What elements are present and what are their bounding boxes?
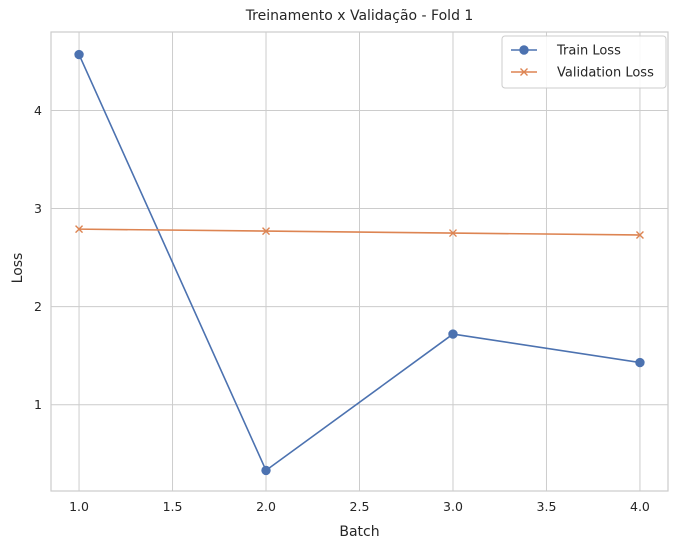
y-tick-label: 1 <box>34 397 42 412</box>
legend: Train Loss Validation Loss <box>501 35 667 89</box>
legend-box <box>501 35 667 89</box>
validation-loss-line <box>79 228 640 236</box>
train-loss-point <box>448 329 458 339</box>
legend-validation-loss-marker <box>520 68 528 76</box>
legend-validation-loss-label: Validation Loss <box>557 66 654 81</box>
axes-frame <box>50 31 669 492</box>
x-tick-label: 3.5 <box>537 499 557 514</box>
y-tick-label: 3 <box>34 201 42 216</box>
plot-area-border <box>50 31 669 492</box>
validation-loss-point <box>448 229 457 238</box>
tick-labels: 1.0 1.5 2.0 2.5 3.0 3.5 4.0 1 2 3 4 <box>34 103 650 514</box>
train-loss-line <box>78 54 641 472</box>
y-tick-label: 2 <box>34 299 42 314</box>
train-loss-point <box>261 465 271 476</box>
x-tick-label: 1.0 <box>69 499 89 514</box>
validation-loss-point <box>75 225 84 234</box>
legend-train-loss-marker <box>519 45 529 55</box>
train-loss-point <box>74 49 84 60</box>
validation-loss-point <box>262 227 271 236</box>
x-tick-label: 2.0 <box>256 499 276 514</box>
x-axis-label: Batch <box>339 524 379 540</box>
y-axis-label: Loss <box>10 253 26 284</box>
x-tick-label: 3.0 <box>443 499 463 514</box>
x-tick-label: 1.5 <box>163 499 183 514</box>
legend-train-loss-label: Train Loss <box>556 44 621 59</box>
train-loss-point <box>635 357 645 368</box>
chart-title: Treinamento x Validação - Fold 1 <box>245 8 474 24</box>
series-layer <box>74 49 645 476</box>
validation-loss-point <box>635 231 644 240</box>
x-tick-label: 2.5 <box>350 499 370 514</box>
y-tick-label: 4 <box>34 103 42 118</box>
x-tick-label: 4.0 <box>630 499 650 514</box>
